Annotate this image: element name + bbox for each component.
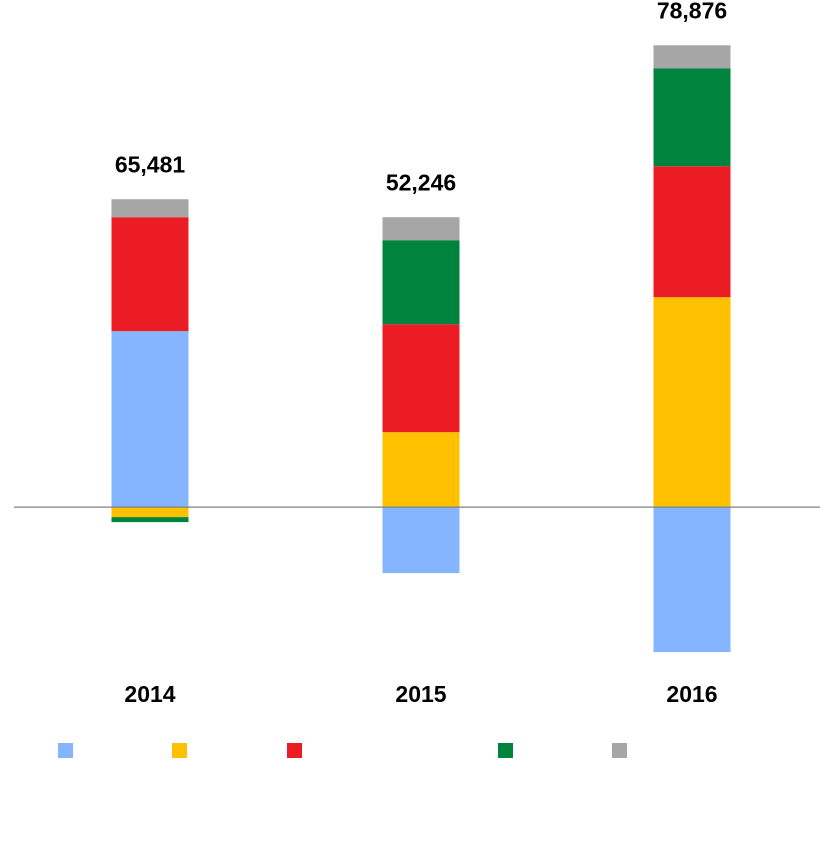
bar-segment	[382, 432, 460, 508]
bar-segment	[111, 331, 189, 508]
legend-swatch	[172, 743, 187, 758]
bar-segment	[382, 507, 460, 574]
x-tick-label: 2016	[666, 681, 717, 707]
bar-segment	[653, 45, 731, 69]
legend-swatch	[498, 743, 513, 758]
x-tick-label: 2015	[395, 681, 446, 707]
legend-swatch	[612, 743, 627, 758]
bar-segment	[382, 240, 460, 325]
legend-swatch	[287, 743, 302, 758]
bar-segment	[653, 68, 731, 167]
total-label: 52,246	[386, 169, 456, 195]
bar-segment	[111, 507, 189, 518]
x-tick-label: 2014	[124, 681, 175, 707]
total-label: 65,481	[115, 151, 186, 177]
bar-segment	[653, 166, 731, 298]
bar-segment	[382, 217, 460, 241]
bar-segment	[111, 517, 189, 523]
total-label: 78,876	[657, 0, 727, 23]
bar-segment	[653, 297, 731, 508]
legend-swatch	[58, 743, 73, 758]
bar-segment	[382, 324, 460, 433]
bar-segment	[653, 507, 731, 653]
bar-segment	[111, 217, 189, 332]
bar-segment	[111, 199, 189, 218]
